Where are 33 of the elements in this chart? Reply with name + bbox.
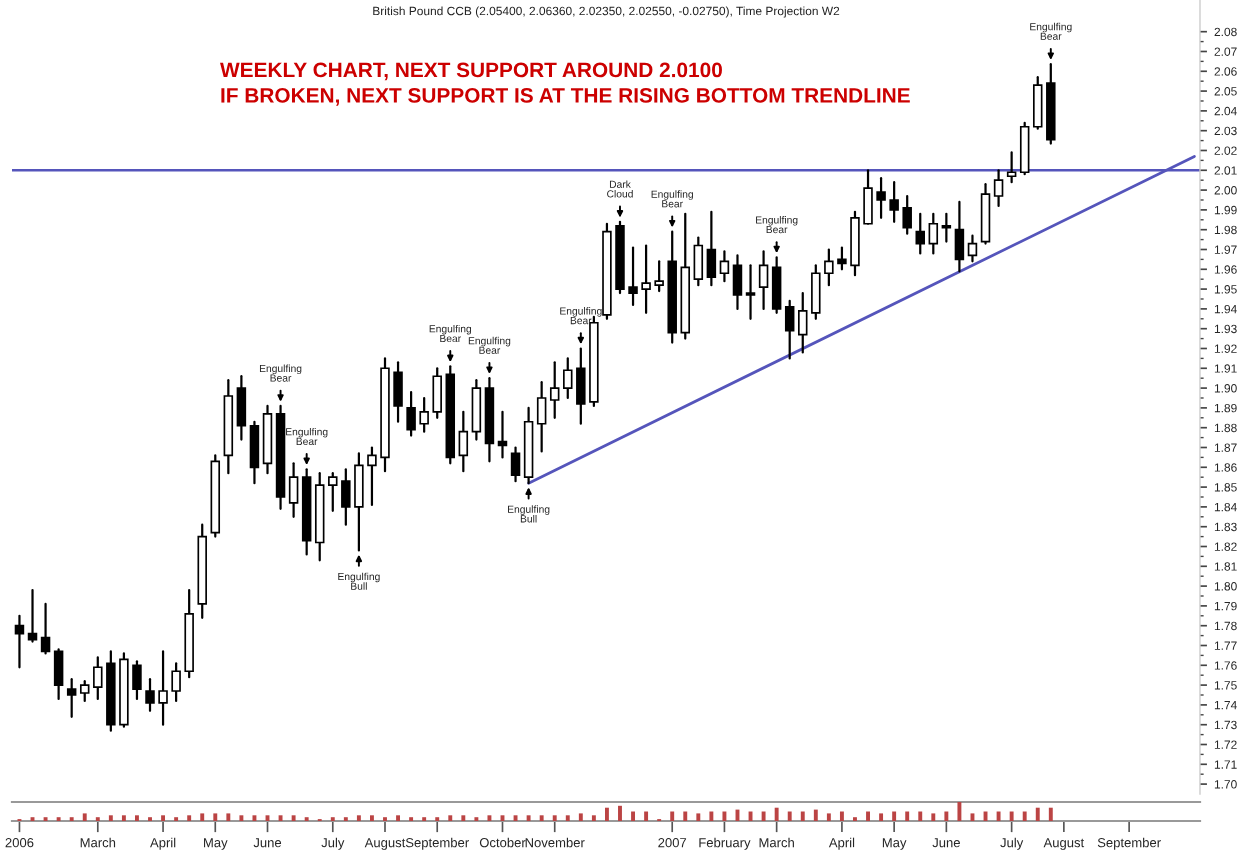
candlestick: [732, 254, 743, 310]
candlestick: [941, 212, 952, 243]
candlestick: [758, 250, 769, 310]
candlestick: [1032, 76, 1043, 130]
candlestick: [66, 678, 77, 718]
candlestick: [236, 375, 247, 441]
candlestick: [549, 361, 560, 419]
candlestick: [928, 212, 939, 255]
candlestick: [784, 299, 795, 360]
candlestick: [288, 462, 299, 518]
candlestick: [14, 614, 25, 669]
candlestick: [458, 410, 469, 473]
candlestick: [40, 602, 51, 655]
candlestick: [471, 379, 482, 441]
candlestick: [53, 648, 64, 701]
candlestick: [719, 250, 730, 283]
candlestick: [980, 183, 991, 245]
candlestick: [510, 446, 521, 483]
candlestick: [536, 381, 547, 453]
candlestick: [993, 169, 1004, 208]
candlestick: [1006, 151, 1017, 184]
text: WEEKLY CHART, NEXT SUPPORT AROUND 2.0100 IF BROKEN, NEXT SUPPORT IS AT THE RISING BOTTOM TRENDLINE: [220, 62, 910, 106]
candlestick: [706, 210, 717, 287]
candlestick: [915, 212, 926, 255]
candlestick: [79, 680, 90, 703]
candlestick: [967, 234, 978, 263]
candlestick: [954, 200, 965, 273]
candlestick: [771, 256, 782, 314]
candlestick: [27, 588, 38, 643]
candlestick: [249, 420, 260, 485]
candlestick: [745, 264, 756, 320]
candlestick: [1019, 121, 1030, 176]
candlestick: [693, 236, 704, 287]
